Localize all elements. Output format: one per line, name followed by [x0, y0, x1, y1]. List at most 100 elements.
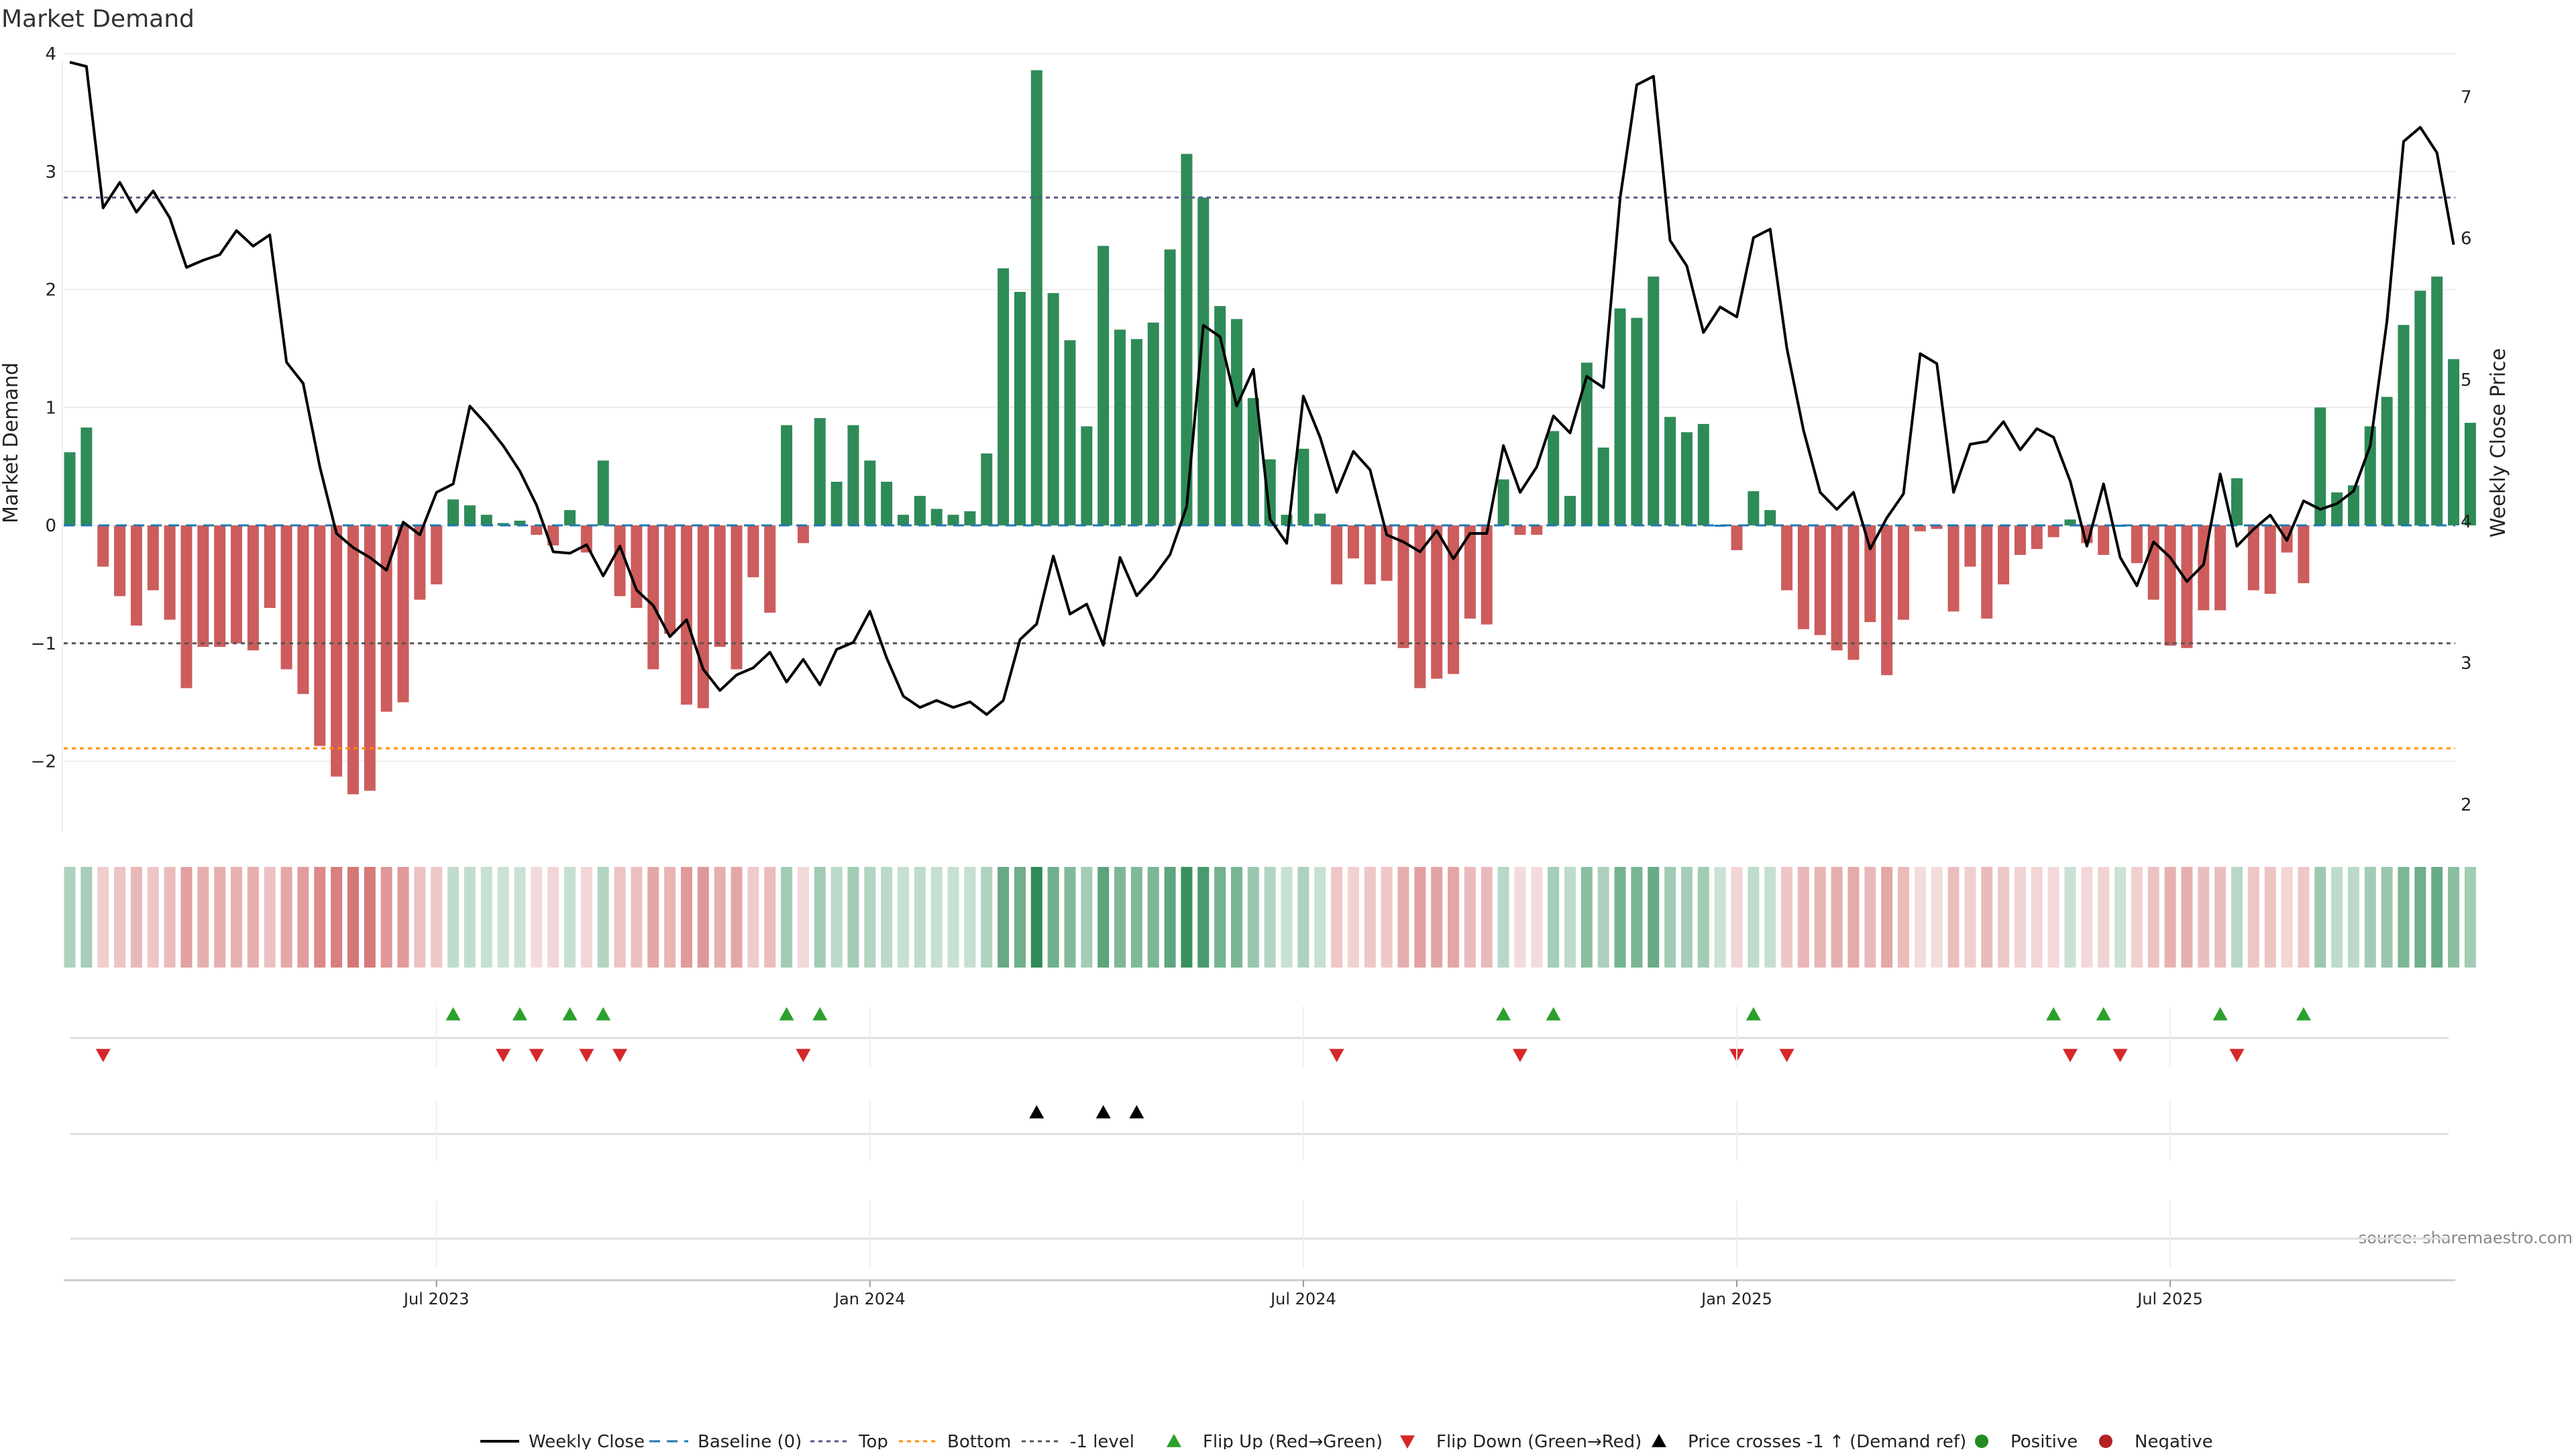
y-tick-label: 4: [45, 44, 56, 64]
demand-bar: [664, 525, 676, 634]
demand-bar: [1648, 276, 1660, 526]
x-tick-label: Jan 2025: [1700, 1290, 1772, 1308]
heat-cell: [280, 867, 292, 968]
demand-bar: [847, 425, 859, 526]
heat-cell: [564, 867, 576, 968]
flip-up-marker: [779, 1007, 794, 1021]
heat-cell: [1381, 867, 1393, 968]
heat-cell: [1864, 867, 1876, 968]
demand-bar: [2247, 525, 2259, 590]
flip-up-marker: [812, 1007, 828, 1021]
demand-bar: [414, 525, 426, 600]
x-tick-label: Jul 2023: [402, 1290, 470, 1308]
y2-tick-label: 2: [2461, 795, 2472, 815]
demand-bar: [947, 515, 959, 526]
heat-cell: [998, 867, 1010, 968]
heat-cell: [1931, 867, 1943, 968]
heat-cell: [680, 867, 692, 968]
demand-bar: [2047, 525, 2059, 537]
demand-bar: [2131, 525, 2143, 564]
demand-bar: [1764, 510, 1776, 526]
flip-up-marker: [1746, 1007, 1761, 1021]
demand-bar: [1614, 308, 1626, 526]
demand-bar: [1514, 525, 1526, 535]
demand-bar: [998, 268, 1010, 526]
heat-cell: [2114, 867, 2127, 968]
demand-heat-strip: [64, 867, 2476, 968]
heat-cell: [1281, 867, 1293, 968]
demand-bar: [1714, 525, 1726, 527]
heat-cell: [1030, 867, 1042, 968]
demand-bar: [1331, 525, 1343, 584]
heat-cell: [1714, 867, 1726, 968]
heat-cell: [130, 867, 142, 968]
demand-bar: [180, 525, 193, 688]
heat-cell: [1014, 867, 1026, 968]
demand-bar: [2298, 525, 2310, 584]
heat-cell: [2031, 867, 2043, 968]
demand-bar: [714, 525, 726, 647]
heat-cell: [214, 867, 226, 968]
heat-cell: [264, 867, 276, 968]
heat-cell: [1564, 867, 1576, 968]
demand-bar: [380, 525, 392, 712]
y-tick-label: −1: [31, 634, 56, 654]
heat-cell: [2131, 867, 2143, 968]
heat-cell: [197, 867, 209, 968]
demand-bar: [497, 523, 509, 526]
heat-cell: [1197, 867, 1210, 968]
heat-cell: [580, 867, 592, 968]
heat-cell: [80, 867, 93, 968]
demand-bar: [1881, 525, 1893, 676]
demand-bar: [64, 452, 76, 526]
legend-label-minus1: -1 level: [1070, 1432, 1134, 1449]
demand-bar: [1064, 340, 1076, 526]
x-tick-label: Jul 2025: [2136, 1290, 2203, 1308]
heat-cell: [1064, 867, 1076, 968]
demand-bar: [2164, 525, 2176, 646]
heat-cell: [1114, 867, 1126, 968]
heat-cell: [347, 867, 359, 968]
demand-bar: [747, 525, 759, 578]
demand-bar: [614, 525, 626, 597]
demand-bar: [1197, 197, 1210, 526]
heat-cell: [380, 867, 392, 968]
demand-bar: [731, 525, 743, 670]
demand-bar: [2314, 407, 2326, 526]
flip-down-marker: [579, 1049, 594, 1062]
heat-cell: [731, 867, 743, 968]
demand-bar: [1631, 317, 1643, 526]
demand-bar: [1047, 293, 1059, 526]
heat-cell: [881, 867, 893, 968]
heat-cell: [2381, 867, 2393, 968]
demand-bar: [231, 525, 242, 643]
legend: Weekly Close Baseline (0) Top Bottom -1 leve…: [480, 1432, 2213, 1452]
heat-cell: [797, 867, 809, 968]
chart-title: Market Demand: [1, 5, 195, 33]
legend-label-positive: Positive: [2010, 1432, 2078, 1449]
level-lines: [64, 196, 2455, 749]
heat-cell: [514, 867, 526, 968]
grid: [64, 53, 2455, 762]
flip-up-marker: [1496, 1007, 1511, 1021]
y2-axis-label: Weekly Close Price: [2487, 348, 2510, 537]
heat-cell: [1448, 867, 1460, 968]
heat-cell: [1597, 867, 1609, 968]
heat-cell: [1130, 867, 1142, 968]
heat-cell: [2181, 867, 2193, 968]
heat-cell: [2398, 867, 2410, 968]
price-cross-marker: [1029, 1105, 1044, 1119]
heat-cell: [1580, 867, 1593, 968]
y-tick-label: 3: [45, 162, 56, 183]
heat-cell: [1414, 867, 1426, 968]
demand-bar: [2214, 525, 2226, 611]
demand-bar: [1814, 525, 1826, 635]
demand-bar: [2331, 492, 2343, 526]
heat-cell: [364, 867, 376, 968]
flip-up-marker: [596, 1007, 611, 1021]
demand-bar: [1831, 525, 1843, 651]
demand-bar: [2347, 485, 2359, 526]
heat-cell: [1531, 867, 1543, 968]
heat-cell: [930, 867, 943, 968]
demand-bar: [1481, 525, 1493, 625]
